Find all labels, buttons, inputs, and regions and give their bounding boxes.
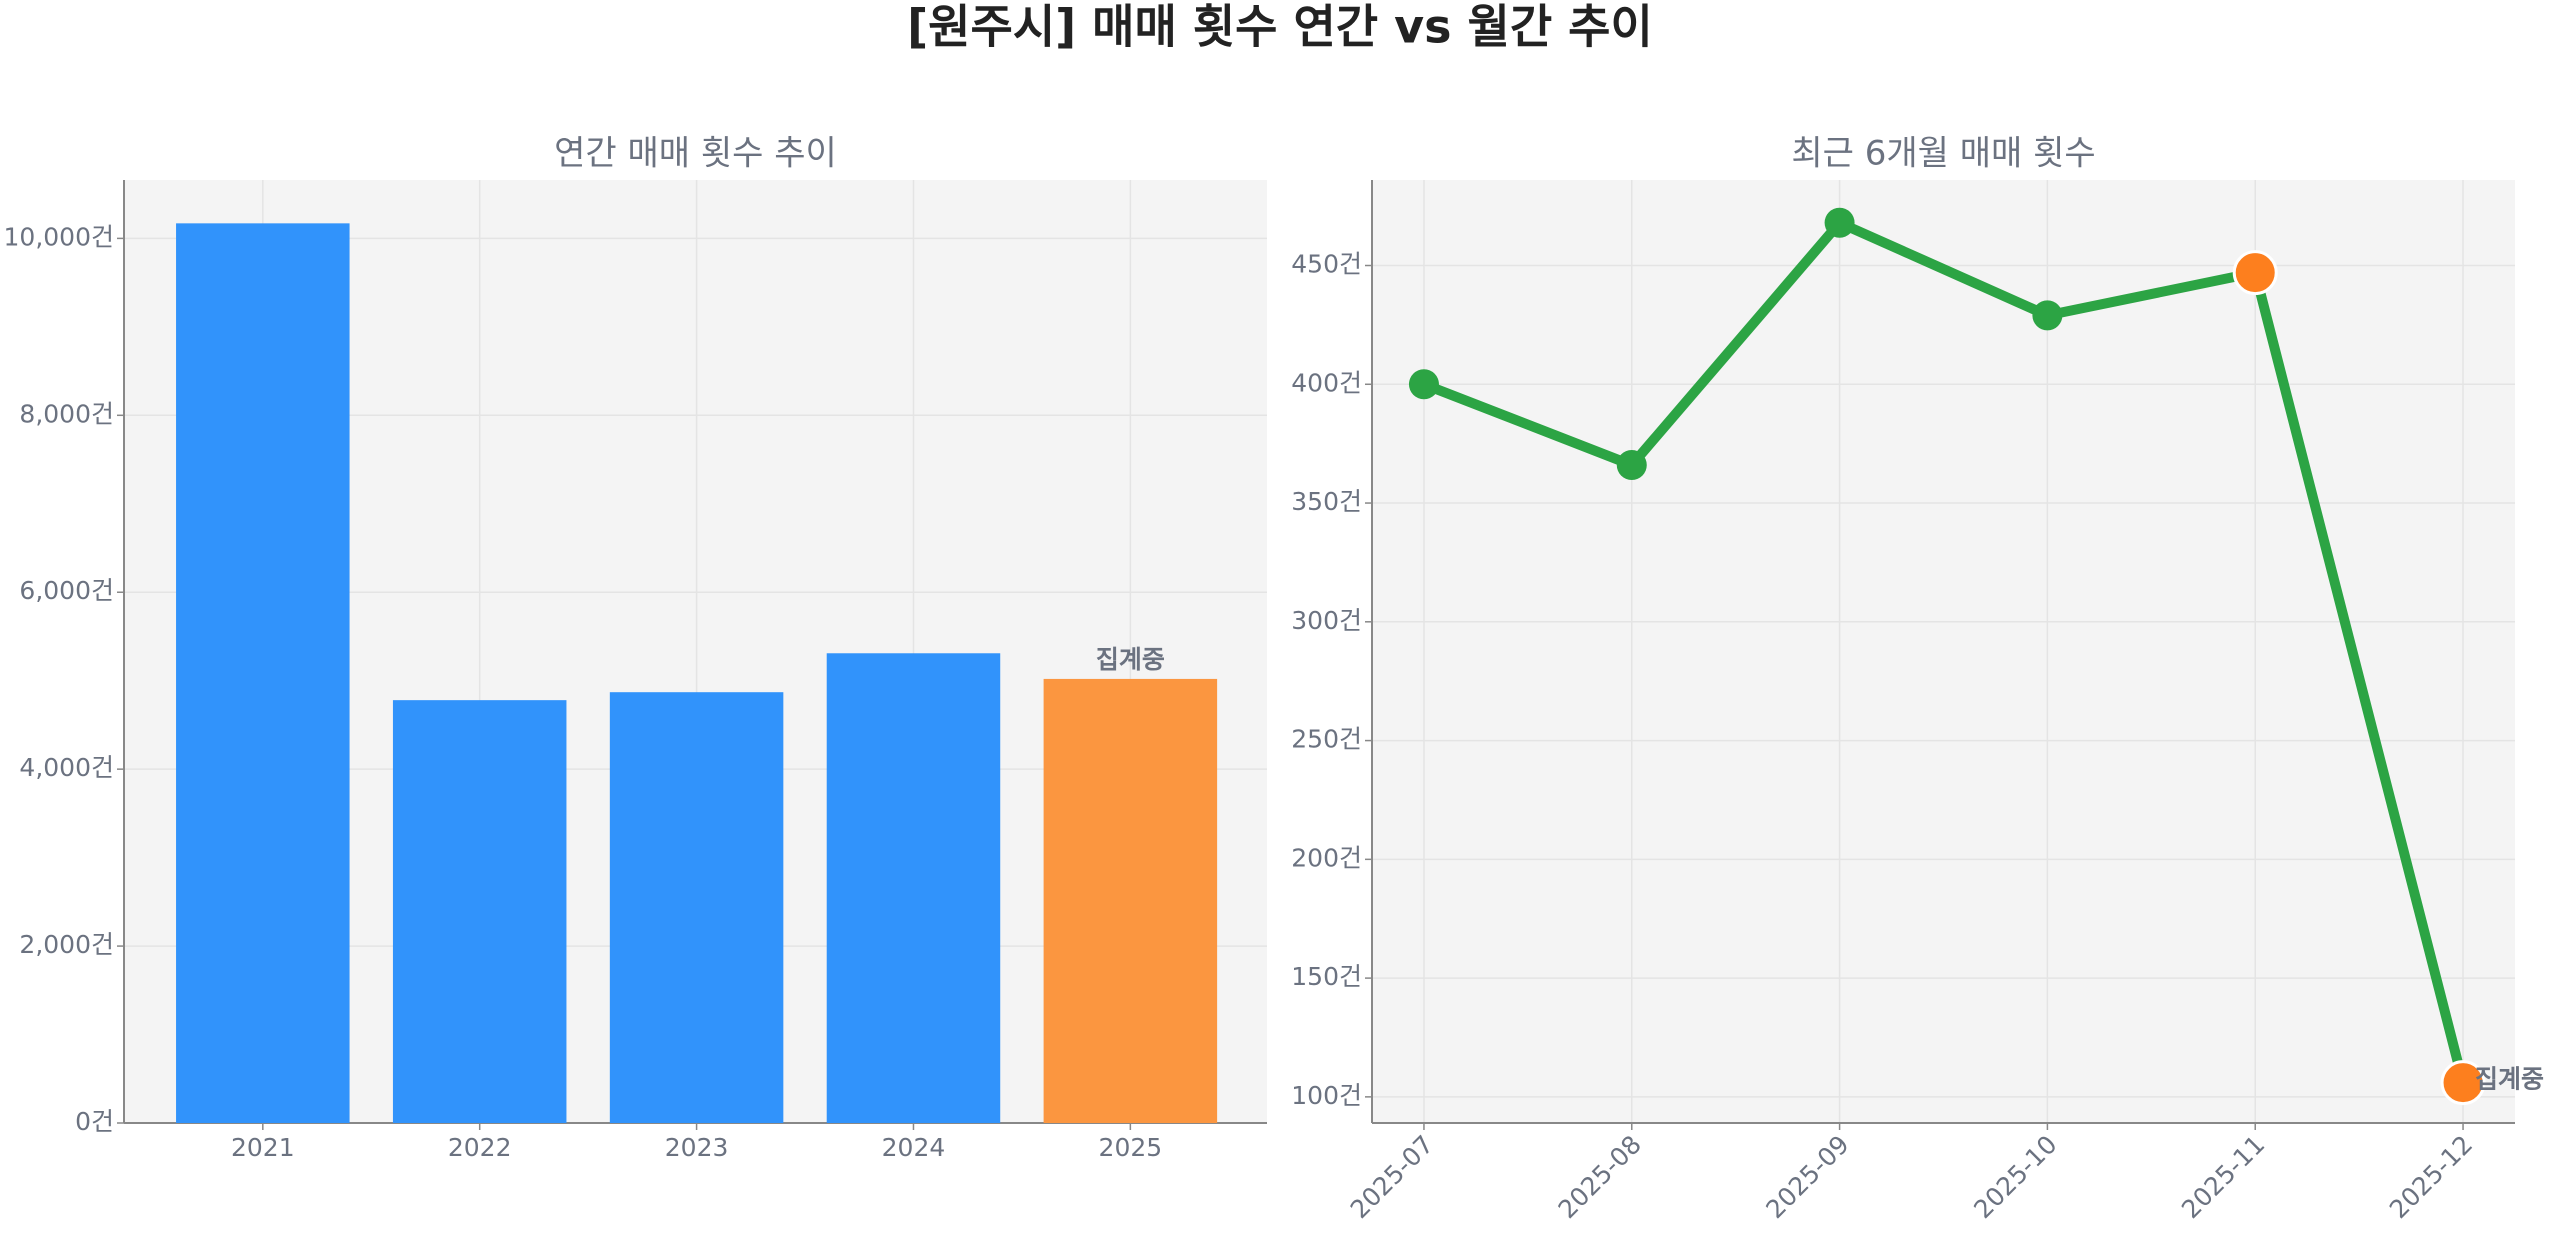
x-tick-label: 2025 bbox=[1099, 1133, 1163, 1162]
bar bbox=[1043, 678, 1218, 1123]
point bbox=[1616, 450, 1647, 481]
annotation: 집계중 bbox=[1096, 645, 1165, 674]
point bbox=[2440, 1060, 2486, 1106]
point bbox=[1408, 369, 1439, 400]
annotation: 집계중 bbox=[2475, 1065, 2544, 1094]
line bbox=[1422, 217, 2468, 1084]
x-tick-label: 2025-07 bbox=[1345, 1130, 1439, 1224]
x-tick-label: 2025-12 bbox=[2384, 1130, 2478, 1224]
chart-title: 연간 매매 횟수 추이 bbox=[554, 134, 837, 174]
x-tick-label: 2022 bbox=[448, 1133, 512, 1162]
figure-title: [원주시] 매매 횟수 연간 vs 월간 추이 bbox=[907, 0, 1653, 54]
y-tick-label: 4,000건 bbox=[19, 753, 114, 782]
chart-title: 최근 6개월 매매 횟수 bbox=[1791, 134, 2095, 174]
x-tick-label: 2025-08 bbox=[1553, 1130, 1647, 1224]
y-tick-label: 200건 bbox=[1291, 843, 1362, 872]
bar bbox=[176, 223, 350, 1123]
x-tick-label: 2025-09 bbox=[1760, 1130, 1854, 1224]
y-tick-label: 150건 bbox=[1291, 962, 1362, 991]
plot-area bbox=[1372, 180, 2515, 1123]
bar bbox=[609, 692, 784, 1123]
point bbox=[2032, 300, 2063, 331]
point bbox=[1824, 207, 1855, 238]
y-tick-label: 350건 bbox=[1291, 487, 1362, 516]
y-tick-label: 10,000건 bbox=[4, 222, 114, 251]
y-tick-label: 8,000건 bbox=[19, 399, 114, 428]
x-tick-label: 2025-10 bbox=[1968, 1130, 2062, 1224]
x-tick-label: 2025-11 bbox=[2176, 1130, 2270, 1224]
y-tick-label: 6,000건 bbox=[19, 576, 114, 605]
point bbox=[2232, 250, 2278, 296]
y-tick-label: 2,000건 bbox=[19, 930, 114, 959]
x-tick-label: 2024 bbox=[882, 1133, 946, 1162]
bar bbox=[392, 700, 567, 1123]
y-tick-label: 100건 bbox=[1291, 1081, 1362, 1110]
y-tick-label: 450건 bbox=[1291, 250, 1362, 279]
y-tick-label: 0건 bbox=[75, 1107, 114, 1136]
x-tick-label: 2021 bbox=[231, 1133, 295, 1162]
y-tick-label: 300건 bbox=[1291, 606, 1362, 635]
bar bbox=[826, 653, 1001, 1123]
y-tick-label: 400건 bbox=[1291, 368, 1362, 397]
x-tick-label: 2023 bbox=[665, 1133, 729, 1162]
y-tick-label: 250건 bbox=[1291, 725, 1362, 754]
